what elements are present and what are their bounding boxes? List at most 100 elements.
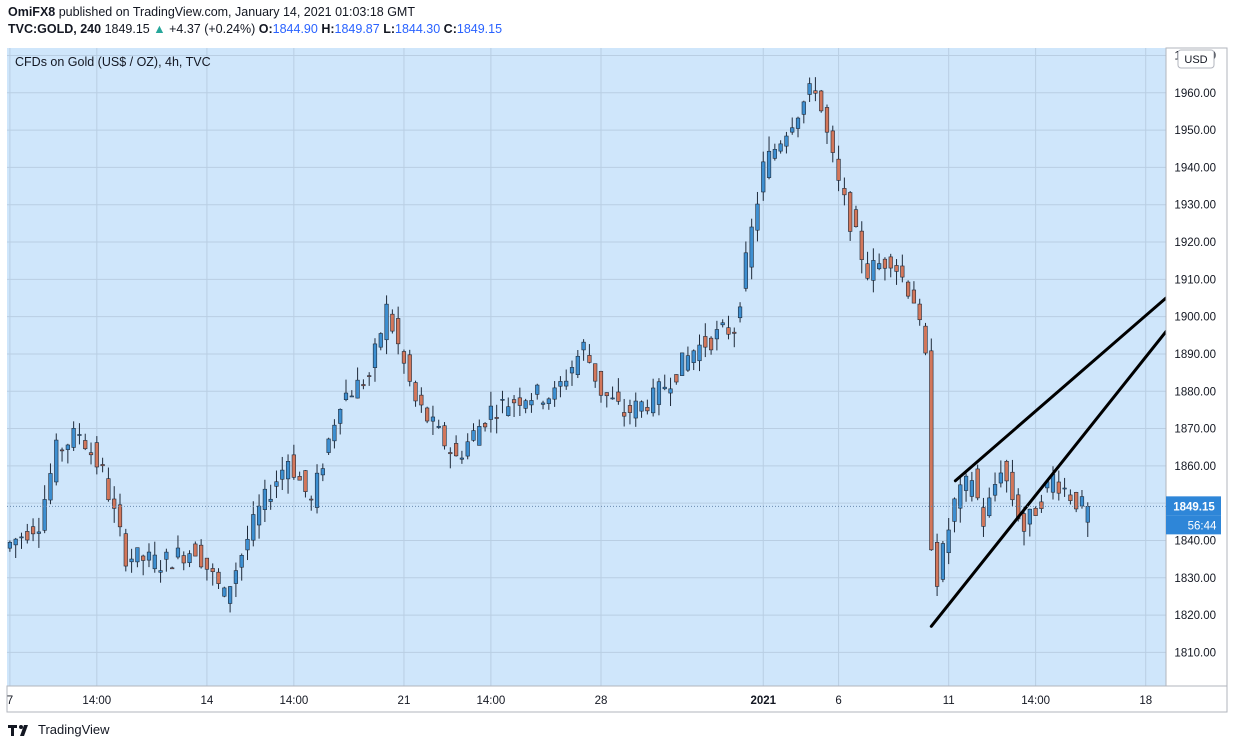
candle-down [448, 452, 453, 455]
price-tick-label: 1930.00 [1174, 200, 1216, 212]
low-value: 1844.30 [395, 22, 441, 36]
candle-up [19, 536, 24, 539]
candle-up [755, 203, 760, 231]
rising-wedge-lower[interactable] [929, 330, 1168, 628]
candle-down [703, 336, 708, 348]
candle-up [795, 117, 801, 129]
candle-down [622, 412, 627, 417]
candle-down [413, 382, 418, 402]
candle-down [59, 449, 65, 452]
candle-down [390, 313, 395, 332]
candle-up [158, 570, 163, 573]
close-label: C: [443, 22, 457, 36]
candle-up [1079, 496, 1085, 507]
currency-button[interactable] [1177, 49, 1215, 69]
time-tick-label: 18 [1139, 695, 1152, 707]
candle-up [245, 538, 250, 551]
price-tick-label: 1960.00 [1174, 88, 1216, 100]
countdown-badge-text: 56:44 [1188, 520, 1217, 532]
candle-down [848, 192, 853, 232]
candle-down [123, 533, 128, 567]
candle-down [88, 452, 94, 456]
candle-up [274, 481, 279, 487]
candle-up [285, 461, 291, 480]
time-axis[interactable] [6, 685, 1228, 713]
candle-up [222, 587, 227, 597]
candle-up [233, 570, 238, 584]
last-price: 1849.15 [104, 22, 150, 36]
candle-up [552, 387, 557, 400]
candle-up [610, 397, 615, 400]
high-label: H: [321, 22, 335, 36]
candle-down [517, 397, 522, 406]
last-price-badge-text: 1849.15 [1173, 501, 1215, 513]
price-tick-label: 1820.00 [1174, 610, 1216, 622]
candle-down [100, 464, 105, 467]
candle-down [297, 476, 302, 481]
price-tick-label: 1830.00 [1174, 573, 1216, 585]
candle-up [992, 484, 998, 496]
candle-up [251, 514, 256, 541]
plot-area[interactable] [7, 48, 1166, 686]
rising-wedge-upper[interactable] [953, 296, 1168, 483]
candle-down [593, 363, 598, 382]
last-price-badge [1166, 496, 1221, 516]
candle-down [454, 443, 459, 457]
price-tick-label: 1910.00 [1174, 274, 1216, 286]
high-value: 1849.87 [334, 22, 380, 36]
time-tick-label: 14:00 [476, 695, 505, 707]
candle-down [917, 303, 922, 321]
candle-down [442, 425, 447, 447]
candle-down [407, 354, 412, 382]
author-name[interactable]: OmiFX8 [8, 5, 56, 19]
candle-up [801, 101, 806, 115]
candle-down [894, 265, 899, 272]
price-tick-label: 1860.00 [1174, 461, 1216, 473]
candle-up [691, 350, 696, 363]
candle-down [674, 374, 679, 383]
candle-down [1056, 481, 1061, 494]
price-tick-label: 1920.00 [1174, 237, 1216, 249]
price-tick-label: 1870.00 [1174, 424, 1216, 436]
currency-label[interactable]: USD [1184, 54, 1207, 66]
candle-up [280, 469, 285, 480]
candle-down [732, 331, 737, 334]
candle-up [529, 400, 534, 406]
trendlines[interactable] [929, 296, 1168, 628]
candles [7, 77, 1090, 613]
candle-down [181, 555, 186, 564]
candle-up [7, 541, 12, 549]
time-tick-label: 7 [7, 695, 13, 707]
footer-brand[interactable]: TradingView [38, 722, 110, 737]
candle-up [639, 401, 644, 412]
candle-up [1085, 506, 1090, 523]
candle-up [569, 367, 575, 374]
candle-up [564, 380, 569, 387]
candle-up [871, 260, 876, 281]
candle-up [940, 543, 945, 580]
candle-down [204, 557, 210, 570]
candle-up [987, 497, 992, 517]
candle-down [906, 281, 911, 297]
candle-down [494, 417, 499, 419]
candle-up [65, 444, 70, 450]
candle-down [813, 90, 818, 94]
published-text: published on TradingView.com, January 14… [58, 5, 415, 19]
candle-up [581, 341, 586, 351]
candle-up [13, 538, 18, 546]
candle-up [372, 343, 378, 368]
candle-up [465, 441, 470, 457]
candle-down [882, 258, 888, 269]
price-axis[interactable] [1165, 47, 1228, 687]
time-tick-label: 14:00 [1021, 695, 1050, 707]
time-tick-label: 2021 [750, 695, 776, 707]
countdown-badge [1166, 515, 1221, 535]
candle-up [535, 384, 540, 395]
candle-up [540, 402, 546, 405]
candle-down [291, 454, 296, 478]
candle-up [256, 505, 262, 526]
candle-down [367, 375, 372, 377]
candle-down [842, 188, 847, 196]
candle-down [141, 555, 146, 561]
